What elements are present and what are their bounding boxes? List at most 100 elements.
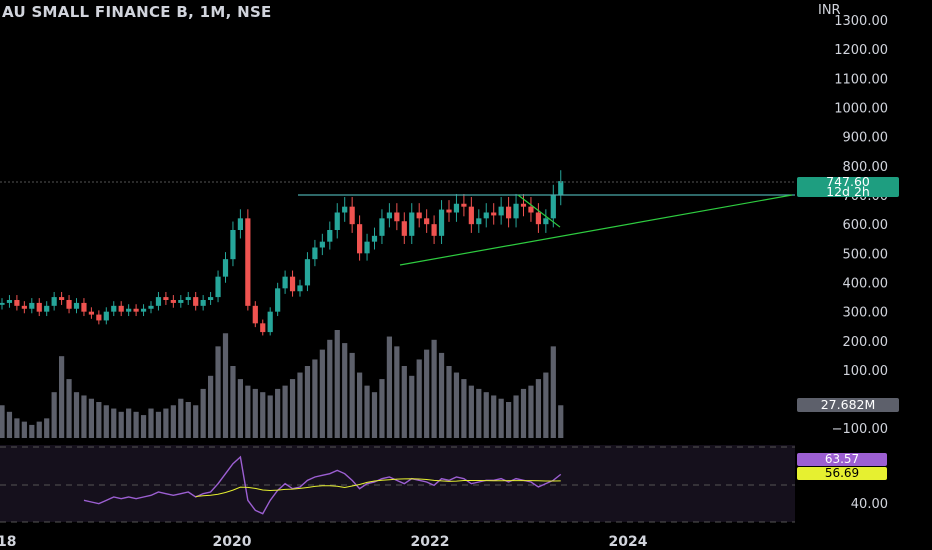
candle-body — [312, 247, 318, 260]
volume-bar — [483, 392, 489, 438]
candle-body — [111, 305, 117, 312]
volume-bar — [304, 366, 311, 438]
volume-bar — [237, 379, 243, 438]
short-trendline — [517, 194, 561, 228]
last-price-tag: 747.60 12d 2h — [797, 174, 899, 198]
volume-bar — [178, 398, 184, 438]
volume-bar — [73, 392, 80, 438]
volume-bar — [468, 385, 474, 438]
price-tick-label: 900.00 — [843, 131, 889, 146]
candle-body — [81, 302, 87, 312]
volume-bar — [446, 366, 452, 438]
volume-bar — [200, 388, 206, 438]
volume-bar — [431, 339, 437, 438]
candle-body — [222, 259, 229, 277]
candle-body — [29, 302, 35, 309]
volume-bar — [461, 379, 467, 438]
candle-body — [401, 221, 407, 236]
volume-bar — [155, 411, 162, 438]
rsi-ma-tag: 56.69 — [797, 467, 887, 480]
volume-bar — [133, 411, 139, 438]
volume-bar — [364, 385, 370, 438]
price-tick-label: 1100.00 — [834, 72, 888, 87]
candle-body — [66, 300, 72, 309]
volume-bar — [29, 424, 35, 438]
candle-body — [550, 195, 556, 219]
rsi-ma-line — [195, 478, 561, 498]
candle-body — [208, 297, 214, 300]
rsi-value-tag: 63.57 — [797, 453, 887, 466]
volume-bar — [6, 411, 13, 438]
volume-bar — [252, 388, 258, 438]
candle-body — [163, 297, 169, 300]
volume-bar — [208, 375, 214, 438]
price-tick-label: 400.00 — [843, 277, 889, 292]
price-tick-label: 200.00 — [843, 335, 889, 350]
candle-body — [453, 203, 460, 213]
candle-body — [133, 308, 139, 312]
volume-bar — [36, 421, 42, 438]
volume-bar — [245, 385, 251, 438]
candle-body — [260, 323, 266, 333]
candle-body — [200, 300, 206, 306]
volume-bar — [319, 349, 325, 438]
volume-bar — [394, 346, 400, 438]
volume-bar — [148, 408, 154, 438]
candle-body — [14, 300, 20, 306]
volume-bar — [535, 379, 541, 438]
volume-bar — [118, 411, 124, 438]
candle-body — [424, 218, 430, 225]
candle-body — [342, 206, 348, 213]
candle-body — [6, 300, 13, 303]
volume-bar — [59, 356, 65, 438]
candle-body — [409, 212, 415, 236]
candle-body — [543, 218, 549, 225]
price-tick-label: 1200.00 — [834, 43, 888, 58]
volume-bar — [170, 405, 176, 438]
volume-bar — [21, 421, 27, 438]
volume-bar — [222, 333, 229, 438]
candle-body — [297, 285, 303, 292]
volume-bar — [498, 398, 504, 438]
volume-tick-label: −100.00 — [832, 422, 888, 437]
price-tick-label: 500.00 — [843, 247, 889, 262]
candle-body — [170, 300, 176, 303]
candle-body — [0, 302, 5, 305]
rsi-background — [0, 445, 795, 522]
price-tick-label: 300.00 — [843, 306, 889, 321]
volume-bar — [282, 385, 288, 438]
volume-bar — [558, 405, 564, 438]
candle-body — [215, 276, 221, 298]
last-price-value: 747.60 — [826, 174, 870, 189]
candles — [0, 170, 564, 336]
candle-body — [461, 203, 467, 207]
candle-body — [193, 297, 199, 306]
volume-bar — [66, 379, 72, 438]
candle-body — [371, 235, 378, 242]
volume-bar — [357, 372, 363, 438]
volume-bar — [550, 346, 556, 438]
candle-body — [327, 230, 333, 242]
time-tick-label: 2024 — [609, 534, 648, 550]
volume-bar — [81, 395, 87, 438]
candle-body — [476, 218, 482, 225]
candle-body — [59, 297, 65, 300]
volume-bar — [0, 405, 5, 438]
candle-body — [21, 305, 27, 309]
candle-body — [506, 206, 512, 219]
candle-body — [230, 230, 236, 260]
volume-bar — [453, 372, 460, 438]
volume-bar — [379, 379, 385, 438]
candle-body — [304, 259, 311, 286]
price-tick-label: 1300.00 — [834, 14, 888, 29]
candle-body — [528, 206, 534, 213]
time-axis: 2018 2020 2022 2024 — [0, 534, 648, 550]
volume-bar — [513, 395, 519, 438]
candle-body — [394, 212, 400, 222]
candle-body — [319, 241, 325, 248]
volume-bar — [491, 395, 497, 438]
candle-body — [431, 224, 437, 236]
candle-body — [386, 212, 392, 219]
